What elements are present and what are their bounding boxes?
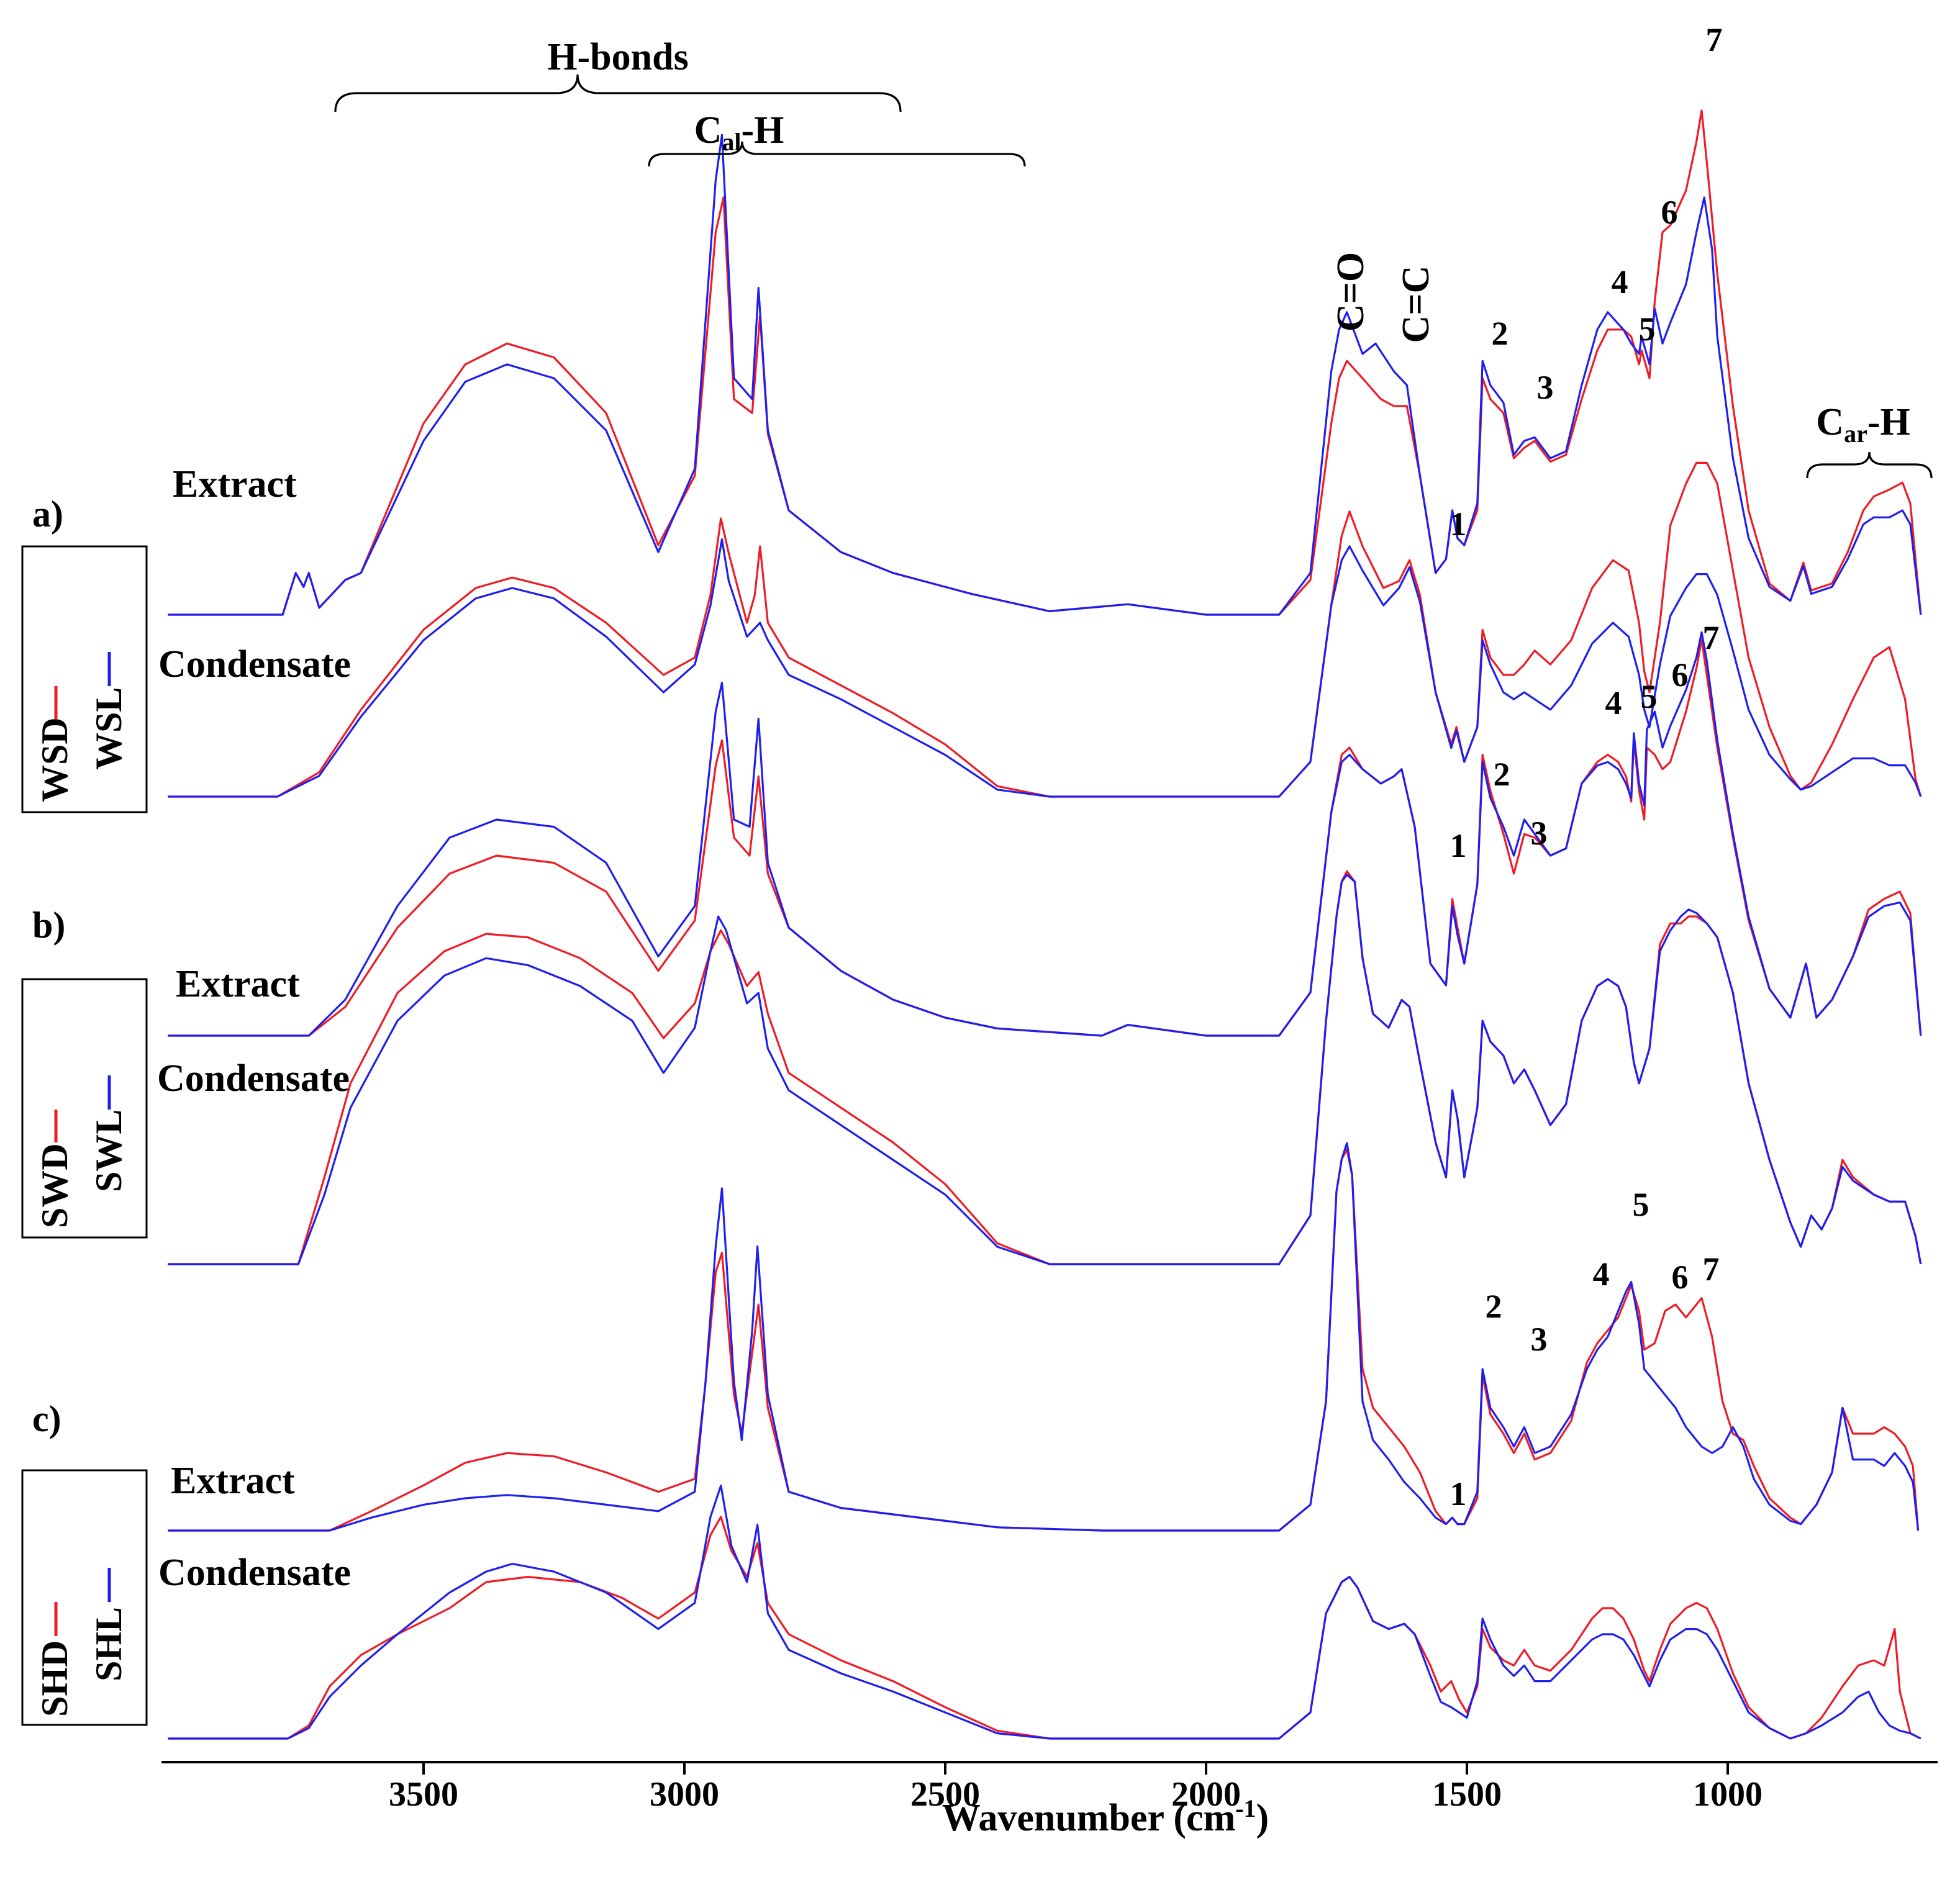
peak-number: 5 bbox=[1641, 678, 1658, 715]
co-label: C=O bbox=[1330, 252, 1372, 332]
legend-entry-shl: SHL bbox=[88, 1607, 129, 1681]
legend-b: SWD SWL bbox=[21, 978, 148, 1239]
peak-number: 1 bbox=[1450, 827, 1467, 864]
peak-number: 1 bbox=[1450, 505, 1467, 543]
hbonds-label: H-bonds bbox=[547, 36, 688, 78]
x-axis-title: Wavenumber (cm-1) bbox=[942, 1794, 1269, 1839]
sample-label-a-condensate: Condensate bbox=[158, 643, 351, 685]
spectrum-line-swd-condensate bbox=[168, 870, 1922, 1265]
x-axis-ticks: 3500 3000 2500 2000 1500 1000 bbox=[389, 1762, 1763, 1814]
spectrum-line-shl-condensate bbox=[168, 1485, 1921, 1740]
peak-number: 3 bbox=[1537, 369, 1554, 406]
spectra-curves bbox=[168, 109, 1922, 1740]
cal-h-brace bbox=[648, 141, 1026, 167]
peak-number: 6 bbox=[1672, 656, 1689, 694]
legend-entry-swl: SWL bbox=[88, 1110, 129, 1192]
spectrum-line-wsd-extract bbox=[168, 109, 1922, 616]
x-tick-label: 2500 bbox=[910, 1775, 980, 1814]
spectrum-line-wsl-condensate bbox=[168, 538, 1922, 798]
peak-number: 6 bbox=[1661, 194, 1678, 231]
spectrum-line-wsl-extract bbox=[168, 133, 1922, 616]
spectrum-line-swl-extract bbox=[168, 631, 1922, 1037]
peak-number: 3 bbox=[1531, 815, 1548, 852]
legend-entry-swd: SWD bbox=[34, 1143, 75, 1228]
spectrum-line-wsd-condensate bbox=[168, 461, 1922, 798]
spectrum-line-swl-condensate bbox=[168, 874, 1922, 1265]
peak-number: 7 bbox=[1703, 1251, 1720, 1288]
panel-b-letter: b) bbox=[32, 905, 65, 946]
x-tick-label: 3500 bbox=[389, 1775, 458, 1814]
cc-label: C=C bbox=[1395, 266, 1437, 343]
panel-a-letter: a) bbox=[32, 494, 63, 535]
peak-number: 2 bbox=[1494, 756, 1510, 793]
peak-number: 7 bbox=[1703, 619, 1720, 656]
spectrum-line-shl-extract bbox=[168, 1142, 1920, 1532]
sample-label-b-extract: Extract bbox=[176, 963, 300, 1005]
x-tick-label: 2000 bbox=[1171, 1775, 1241, 1814]
legend-c: SHD SHL bbox=[21, 1469, 148, 1726]
car-h-brace bbox=[1806, 451, 1933, 479]
legend-entry-wsd: WSD bbox=[34, 717, 75, 802]
peak-number: 4 bbox=[1593, 1255, 1610, 1293]
sample-label-b-condensate: Condensate bbox=[157, 1057, 350, 1100]
legend-entry-shd: SHD bbox=[34, 1640, 75, 1717]
panel-c-letter: c) bbox=[32, 1398, 61, 1439]
peak-number: 7 bbox=[1706, 21, 1723, 58]
peak-number: 4 bbox=[1612, 263, 1628, 301]
peak-number: 5 bbox=[1639, 310, 1656, 348]
spectrum-line-shd-condensate bbox=[168, 1516, 1921, 1740]
peak-number: 2 bbox=[1486, 1288, 1502, 1325]
x-tick-label: 1500 bbox=[1432, 1775, 1502, 1814]
car-h-label: Car-H bbox=[1816, 401, 1910, 448]
peak-number: 5 bbox=[1633, 1186, 1649, 1223]
sample-label-c-condensate: Condensate bbox=[158, 1552, 351, 1594]
peak-number: 2 bbox=[1492, 315, 1509, 352]
x-tick-label: 1000 bbox=[1693, 1775, 1763, 1814]
legend-a: WSD WSL bbox=[21, 545, 148, 813]
legend-entry-wsl: WSL bbox=[88, 687, 129, 770]
spectrum-line-shd-extract bbox=[168, 1148, 1920, 1532]
peak-number: 6 bbox=[1672, 1259, 1689, 1296]
sample-label-a-extract: Extract bbox=[173, 463, 297, 505]
hbonds-brace bbox=[334, 74, 902, 112]
peak-number: 4 bbox=[1605, 684, 1622, 721]
x-tick-label: 3000 bbox=[650, 1775, 719, 1814]
sample-label-c-extract: Extract bbox=[171, 1460, 295, 1502]
peak-number: 1 bbox=[1450, 1475, 1467, 1513]
cal-h-label: Cal-H bbox=[694, 109, 784, 156]
peak-number: 3 bbox=[1531, 1321, 1548, 1358]
